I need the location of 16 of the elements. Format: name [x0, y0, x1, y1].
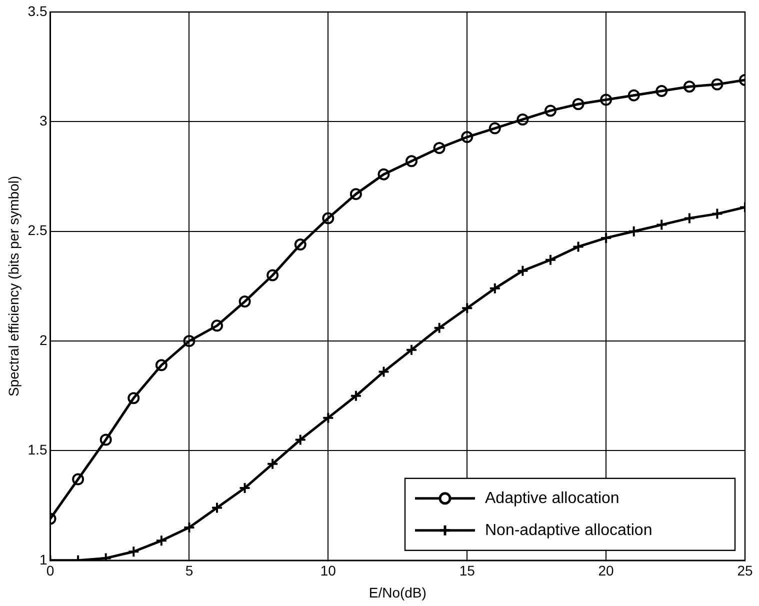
x-axis-title: E/No(dB): [368, 584, 426, 600]
y-tick-label: 3.5: [28, 2, 48, 19]
legend-label: Non-adaptive allocation: [485, 522, 652, 539]
x-tick-label: 5: [185, 562, 194, 579]
x-tick-label: 10: [320, 562, 336, 579]
y-tick-label: 1: [39, 551, 48, 568]
y-tick-label: 3: [39, 112, 48, 129]
y-tick-label: 2: [39, 332, 48, 348]
x-tick-label: 0: [46, 562, 54, 579]
x-tick-label: 20: [598, 562, 614, 579]
y-tick-label: 2.5: [28, 222, 48, 238]
x-tick-label: 15: [459, 562, 476, 579]
x-tick-label: 25: [737, 562, 753, 579]
y-axis-title: Spectral efficiency (bits per symbol): [5, 176, 22, 397]
y-tick-label: 1.5: [28, 442, 48, 458]
legend-label: Adaptive allocation: [485, 490, 620, 507]
